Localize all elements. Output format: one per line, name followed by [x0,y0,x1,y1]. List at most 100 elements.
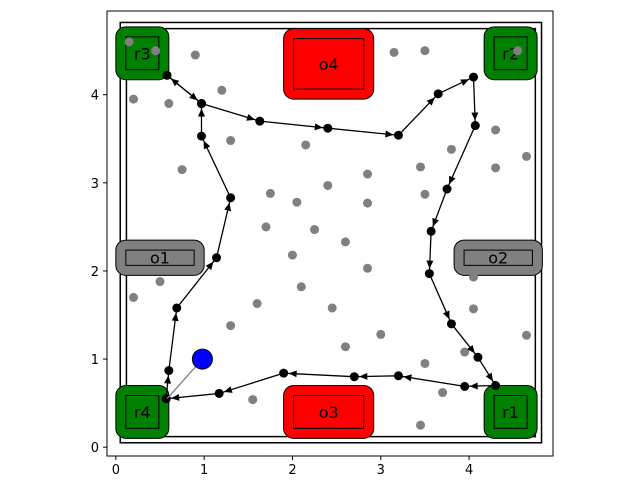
scatter-point [420,358,430,368]
obstacle-label: o4 [319,55,339,74]
scatter-point [363,198,373,208]
obstacle-box [283,28,375,100]
robot-zone-inner-box [493,36,528,71]
obstacle-box [453,239,543,276]
waypoint [393,130,403,140]
scatter-point [460,347,470,357]
scatter-point [301,140,311,150]
waypoint [491,381,501,391]
path-arrowhead [288,370,297,378]
obstacle-inner-box [463,249,533,266]
waypoint [469,72,479,82]
obstacle-label: o2 [488,249,508,268]
scatter-point [226,321,236,331]
robot-zone-box [115,385,170,439]
path-arrowhead [224,202,232,212]
arena-outer-border [119,21,543,444]
scatter-point [248,395,258,405]
robot-zone-label: r1 [502,403,519,422]
scatter-point [124,37,134,47]
obstacle-o1: o1 [115,239,205,276]
axes-frame [106,10,554,457]
obstacle-inner-box [293,38,365,90]
scatter-point [292,197,302,207]
path-arrowhead [171,393,180,401]
path-arrowhead [246,114,256,121]
y-tick-label: 2 [91,265,99,280]
scatter-point [217,85,227,95]
obstacle-label: o1 [150,249,170,268]
waypoint [426,226,436,236]
path-arrowhead [314,123,323,131]
scatter-point [438,388,448,398]
obstacle-box [283,385,375,439]
path-arrowhead [189,92,198,101]
scatter-point [416,162,426,172]
path-arrowhead [385,130,394,138]
axes: 0 1 2 3 4 0 1 2 3 4 [91,10,554,478]
waypoint [446,319,456,329]
scatter-point [420,46,430,56]
robot-zone-r3: r3 [115,26,170,81]
robot-zone-r4: r4 [115,385,170,439]
waypoint [226,193,236,203]
path-arrowhead [443,310,450,320]
path-segment [165,370,170,399]
scatter-point [155,277,165,287]
path [161,70,501,404]
scatter-point [363,169,373,179]
waypoint [196,131,206,141]
waypoint [473,352,483,362]
scatter-point [327,303,337,313]
scatter-point [287,250,297,260]
robot-zone-inner-box [125,395,160,429]
agent [166,348,213,400]
scatter-point [491,163,501,173]
path-arrowhead [164,375,172,384]
path-arrowhead [171,312,179,322]
scatter-point [151,46,161,56]
waypoint [279,368,289,378]
agent-marker [191,348,213,370]
waypoint [212,253,222,263]
x-tick-label: 2 [288,463,296,478]
waypoint [323,123,333,133]
waypoint [393,371,403,381]
x-tick-label: 1 [200,463,208,478]
y-tick-label: 3 [91,177,99,192]
path-arrowhead [471,112,479,121]
robot-zone-box [483,26,538,81]
path-arrowhead [426,97,435,106]
waypoint [470,121,480,131]
scatter-point [128,94,138,104]
path-segment [464,384,496,388]
path-arrowhead [403,374,412,382]
waypoint [196,99,206,109]
obstacle-o4: o4 [283,28,375,100]
scatter-point [389,47,399,57]
path-arrowhead [205,261,214,271]
path-segment [477,356,497,386]
waypoint [214,388,224,398]
path-arrowhead [223,386,233,393]
path-arrowhead [467,344,475,354]
scatter-point [522,330,532,340]
path-arrowhead [449,175,456,185]
robot-zone-r1: r1 [483,385,538,439]
robot-zone-label: r3 [134,44,151,63]
obstacle-o2: o2 [453,239,543,276]
waypoint [172,303,182,313]
path-arrowhead [359,372,368,380]
scatter-point [416,420,426,430]
scatter-point [296,282,306,292]
x-tick-label: 3 [377,463,385,478]
obstacle-inner-box [293,395,365,429]
obstacle-box [115,239,205,276]
scatter-point [190,50,200,60]
robot-zone-r2: r2 [483,26,538,81]
scatter-point [340,237,350,247]
x-tick-label: 4 [465,463,473,478]
path-arrowhead [460,79,469,86]
scatter-point [469,272,479,282]
waypoint [433,89,443,99]
